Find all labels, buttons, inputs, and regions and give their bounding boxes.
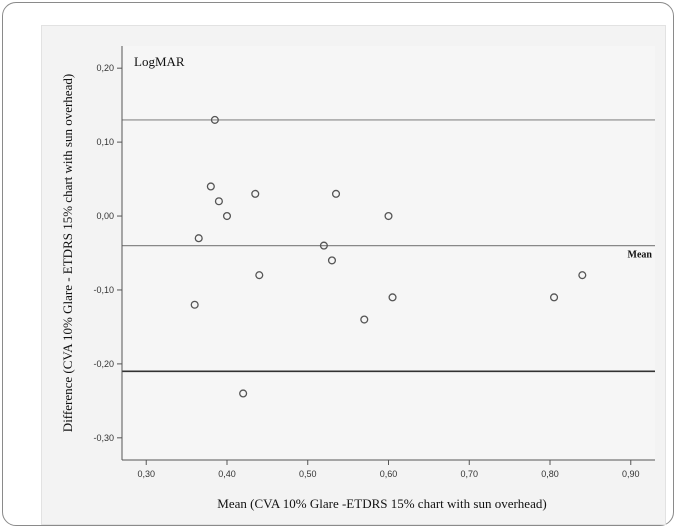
- x-tick-label: 0,80: [541, 469, 559, 479]
- data-point: [206, 182, 215, 191]
- x-tick-label: 0,30: [137, 469, 155, 479]
- y-tick-label: 0,00: [96, 211, 114, 221]
- x-tick-label: 0,90: [622, 469, 640, 479]
- data-point: [214, 197, 223, 206]
- data-point: [239, 389, 248, 398]
- data-point: [388, 293, 397, 302]
- x-tick-label: 0,70: [460, 469, 478, 479]
- plot-area: [122, 46, 655, 460]
- x-tick-label: 0,40: [218, 469, 236, 479]
- data-points: [190, 115, 587, 398]
- axes: 0,20 0,10 0,00 -0,10 -0,20 -0,30 0,30 0,40 0,50 0…: [93, 46, 655, 479]
- data-point: [210, 115, 219, 124]
- data-point: [319, 241, 328, 250]
- data-point: [578, 271, 587, 280]
- data-point: [550, 293, 559, 302]
- chart-area: LogMAR Mean 0,20 0,10 0,00 -0,10 -0,20 -0,30 0…: [41, 25, 666, 525]
- x-axis-title: Mean (CVA 10% Glare -ETDRS 15% chart wit…: [217, 496, 546, 511]
- y-tick-label: -0,20: [93, 359, 114, 369]
- mean-line-label: Mean: [628, 250, 653, 261]
- y-tick-label: 0,10: [96, 137, 114, 147]
- data-point: [360, 315, 369, 324]
- data-point: [384, 211, 393, 221]
- x-tick-label: 0,60: [380, 469, 398, 479]
- bland-altman-chart: LogMAR Mean 0,200,100,00-0,10-0,20-0,300…: [60, 46, 655, 511]
- figure-frame: LogMAR Mean 0,20 0,10 0,00 -0,10 -0,20 -0,30 0…: [2, 2, 674, 526]
- y-tick-label: -0,30: [93, 433, 114, 443]
- data-point: [327, 256, 337, 265]
- y-tick-label: -0,10: [93, 285, 114, 295]
- data-point: [190, 300, 199, 309]
- x-tick-label: 0,50: [299, 469, 317, 479]
- y-axis-title: Difference (CVA 10% Glare - ETDRS 15% ch…: [60, 74, 75, 432]
- data-point: [331, 189, 341, 198]
- data-point: [194, 234, 203, 243]
- data-point: [255, 271, 264, 280]
- panel-label: LogMAR: [134, 54, 185, 69]
- y-tick-label: 0,20: [96, 63, 114, 73]
- data-point: [251, 189, 260, 198]
- data-point: [222, 211, 232, 221]
